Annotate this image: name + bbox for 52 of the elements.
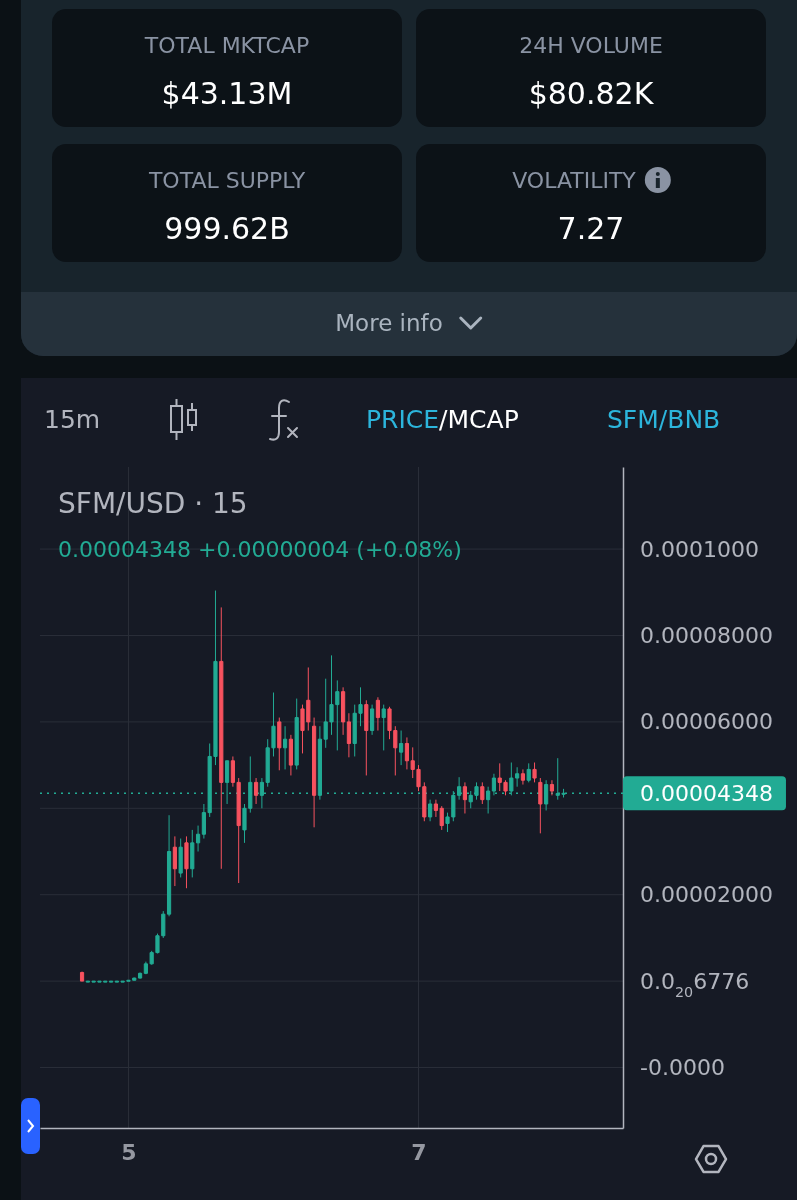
- candlestick: [253, 777, 259, 805]
- candlestick: [399, 730, 404, 766]
- ref-line-label: 0.00004348: [640, 781, 773, 807]
- candlestick: [486, 786, 491, 814]
- candlestick: [79, 971, 85, 982]
- candlestick: [364, 699, 369, 776]
- y-tick-label: -0.0000: [640, 1055, 725, 1081]
- text: TOTAL SUPPLY: [147, 168, 306, 193]
- candlestick: [375, 696, 380, 732]
- candlestick: [532, 762, 537, 783]
- candlestick: [294, 698, 299, 770]
- candlestick: [480, 781, 485, 805]
- text: PRICE: [366, 405, 440, 434]
- candlestick: [526, 762, 531, 783]
- candlestick: [283, 725, 288, 770]
- y-tick-label: 0.0$_{20}$6776: [640, 968, 750, 1000]
- text: VOLATILITY: [512, 168, 637, 193]
- candlestick: [277, 717, 282, 771]
- text: 7.27: [557, 211, 625, 246]
- candlestick: [428, 799, 433, 822]
- candlestick: [184, 835, 189, 889]
- text: 999.62B: [164, 211, 290, 246]
- y-tick-label: 0.00006000: [640, 709, 773, 735]
- candlestick: [341, 686, 346, 736]
- y-tick-label: 0.0001000: [640, 536, 759, 562]
- candlestick: [462, 781, 468, 814]
- candlestick: [520, 768, 526, 786]
- candlestick: [172, 835, 177, 887]
- text: 24H VOLUME: [519, 33, 663, 58]
- text: 0.00004348 +0.00000004 (+0.08%): [58, 537, 462, 562]
- candlestick: [370, 704, 375, 736]
- y-tick-label: 0.00008000: [640, 623, 773, 649]
- candlestick: [538, 777, 543, 834]
- candlestick: [219, 606, 224, 870]
- text: More info: [335, 310, 443, 336]
- candlestick: [544, 779, 549, 811]
- text: SFM/BNB: [607, 405, 721, 434]
- text: TOTAL MKTCAP: [143, 33, 310, 58]
- candlestick: [346, 712, 351, 758]
- x-tick-label: 7: [411, 1139, 427, 1165]
- candlestick: [312, 717, 317, 828]
- candlestick: [549, 779, 555, 796]
- text: 15m: [44, 405, 101, 434]
- x-tick-label: 5: [121, 1139, 137, 1165]
- y-tick-label: 0.00002000: [640, 882, 773, 908]
- candlestick: [288, 734, 293, 776]
- text: $80.82K: [528, 76, 655, 111]
- text: SFM/USD · 15: [58, 487, 248, 520]
- text: $43.13M: [161, 76, 293, 111]
- candlestick: [178, 838, 183, 878]
- text: /MCAP: [439, 405, 519, 434]
- candlestick: [381, 704, 386, 751]
